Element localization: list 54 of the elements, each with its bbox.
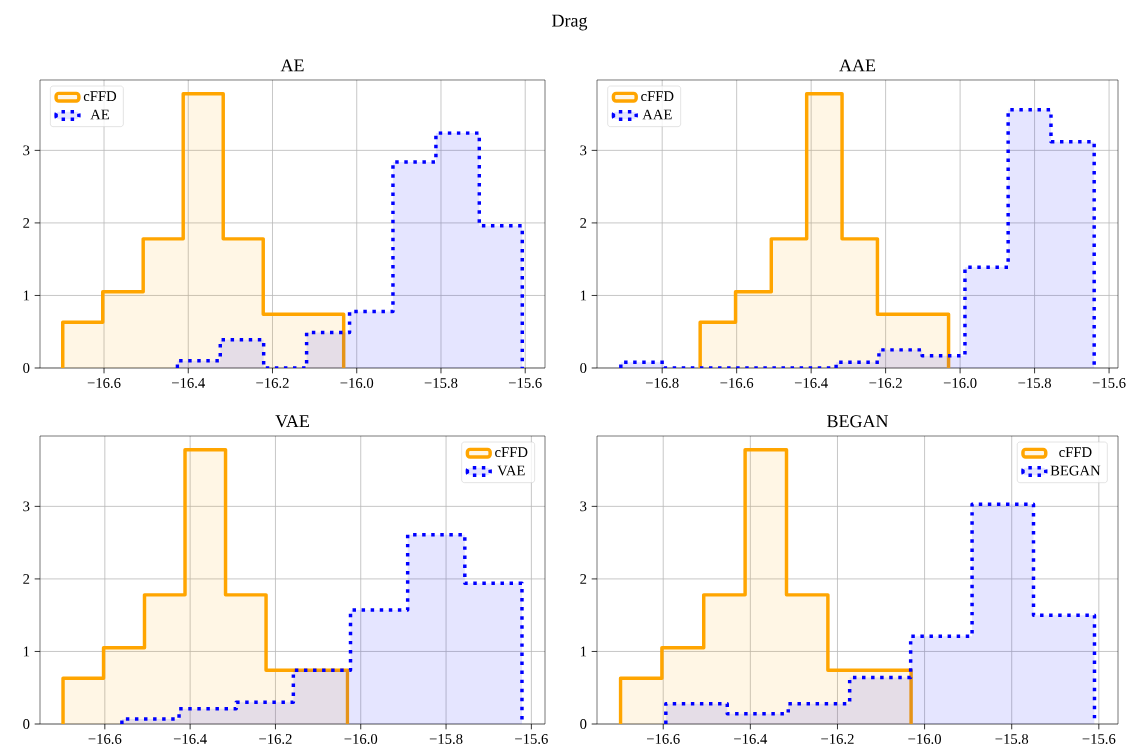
x-tick-label: −16.2 — [256, 378, 289, 388]
legend-label: VAE — [497, 465, 525, 476]
y-tick-label: 0 — [23, 363, 30, 373]
legend-label: AAE — [642, 109, 672, 120]
y-tick-label: 1 — [580, 646, 587, 657]
x-tick-label: −16.4 — [173, 734, 207, 744]
x-tick-label: −16.2 — [869, 378, 902, 388]
x-tick-label: −16.6 — [720, 378, 754, 388]
x-tick-label: −15.6 — [508, 378, 542, 388]
y-tick-label: 3 — [23, 145, 30, 156]
x-tick-label: −15.8 — [995, 734, 1029, 745]
y-tick-label: 2 — [580, 574, 587, 584]
legend-label: cFFD — [641, 91, 674, 102]
y-tick-label: 0 — [580, 719, 587, 729]
x-tick-label: −15.8 — [1018, 378, 1051, 389]
x-tick-label: −16.2 — [821, 734, 854, 744]
x-tick-label: −16.4 — [172, 378, 206, 388]
y-tick-label: 3 — [23, 501, 30, 512]
x-tick-label: −16.0 — [943, 378, 977, 389]
x-tick-label: −16.2 — [259, 734, 292, 744]
legend-label: cFFD — [83, 91, 117, 102]
legend-label: BEGAN — [1050, 465, 1101, 476]
y-tick-label: 2 — [580, 218, 587, 228]
x-tick-label: −15.8 — [424, 378, 458, 389]
y-tick-label: 2 — [23, 218, 30, 228]
x-tick-label: −15.6 — [515, 734, 548, 744]
legend-label: AE — [90, 109, 110, 120]
x-tick-label: −15.6 — [1092, 378, 1126, 388]
x-tick-label: −15.6 — [1082, 734, 1116, 744]
x-tick-label: −16.0 — [908, 734, 941, 745]
x-tick-label: −16.6 — [646, 734, 680, 744]
chart-title: VAE — [275, 415, 309, 428]
y-tick-label: 1 — [23, 290, 30, 301]
chart-title: AAE — [839, 59, 876, 72]
x-tick-label: −15.8 — [429, 734, 463, 745]
x-tick-label: −16.6 — [88, 734, 122, 744]
x-tick-label: −16.6 — [87, 378, 121, 388]
text: Drag — [552, 14, 588, 31]
legend-label: cFFD — [495, 447, 528, 458]
x-tick-label: −16.4 — [794, 378, 828, 388]
x-tick-label: −16.0 — [344, 734, 378, 745]
y-tick-label: 0 — [580, 363, 587, 373]
chart-title: AE — [280, 59, 304, 72]
y-tick-label: 1 — [580, 290, 587, 301]
y-tick-label: 3 — [580, 501, 587, 512]
y-tick-label: 0 — [23, 719, 30, 729]
x-tick-label: −16.4 — [734, 734, 768, 744]
x-tick-label: −16.0 — [340, 378, 374, 389]
y-tick-label: 3 — [580, 145, 587, 156]
legend-label: cFFD — [1059, 447, 1092, 458]
x-tick-label: −16.8 — [645, 378, 679, 389]
y-tick-label: 1 — [23, 646, 30, 657]
chart-title: BEGAN — [827, 415, 889, 428]
y-tick-label: 2 — [23, 574, 30, 584]
